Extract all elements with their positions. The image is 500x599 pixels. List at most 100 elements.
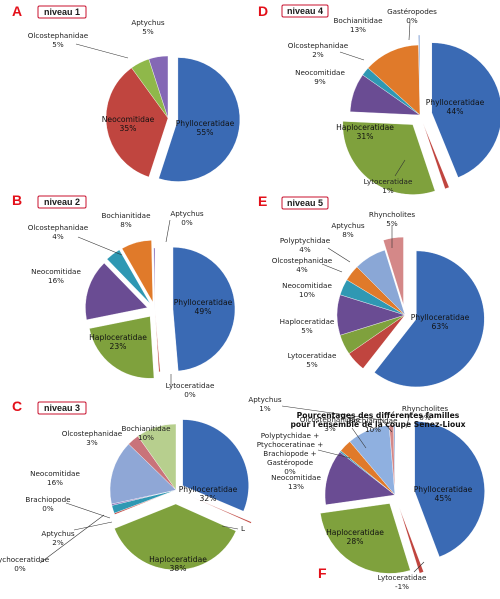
panel-b-slice-haploceratidae (89, 316, 155, 379)
panel-e-leader-olcostephanidae (321, 263, 343, 273)
panel-b-leader-aptychus (165, 219, 171, 243)
panel-b-slice-lytoceratidae (154, 309, 161, 373)
panel-b-letter: B (12, 192, 22, 208)
panel-c-leader-lytoceratidae (221, 525, 239, 530)
panel-c-label-neocomitidae: Neocomitidae (30, 469, 80, 478)
panel-f-label-polyptychidae-ptychoceratinae-brachiopode-gasteropode: Gastéropode (267, 458, 314, 467)
panel-f-slice-rhyncholites (393, 424, 396, 496)
panel-d-slice-lytoceratidae (422, 122, 450, 190)
panel-b-slice-bochianitidae (121, 240, 154, 303)
panel-e-label-haploceratidae: Haploceratidae (280, 317, 335, 326)
panel-f-label-haploceratidae: Haploceratidae (326, 528, 384, 537)
panel-e-level-label: niveau 5 (287, 198, 323, 208)
panel-f-slice-haploceratidae (320, 503, 411, 574)
panel-b-level-box (37, 195, 87, 209)
panel-c-slice-phylloceratidae (182, 419, 249, 512)
panel-b-slice-phylloceratidae (172, 247, 236, 372)
panel-f-title-line: pour l'ensemble de la coupe Senez-Lioux (290, 420, 465, 429)
panel-d-value-gasteropodes: 0% (406, 16, 418, 25)
panel-e-slice-aptychus (356, 249, 406, 316)
panel-d-leader-olcostephanidae (339, 51, 365, 61)
panel-b-value-neocomitidae: 16% (48, 276, 64, 285)
panel-b-label-aptychus: Aptychus (170, 209, 204, 218)
panel-c-leader-brachiopode (65, 502, 111, 519)
panel-a-level-box (37, 5, 87, 19)
panel-d-label-neocomitidae: Neocomitidae (295, 68, 345, 77)
panel-f-slice-neocomitidae (324, 451, 396, 506)
panel-d-label-phylloceratidae: Phylloceratidae (426, 98, 485, 107)
panel-c-leader-ptychoceratidae (39, 514, 105, 564)
panel-b-value-haploceratidae: 23% (110, 342, 127, 351)
panel-f-label-polyptychidae-ptychoceratinae-brachiopode-gasteropode: Polyptychidae + (261, 431, 320, 440)
panel-e-slice-phylloceratidae (374, 250, 485, 388)
panel-c-slice-haploceratidae (114, 503, 237, 571)
panel-b-label-bochianitidae: Bochianitidae (102, 211, 152, 220)
panel-c-value-bochianitidae: 10% (138, 433, 154, 442)
panel-e-value-lytoceratidae: 5% (306, 360, 318, 369)
panel-f-value-neocomitidae: 13% (288, 482, 304, 491)
panel-a-value-phylloceratidae: 55% (197, 128, 214, 137)
panel-b-leader-olcostephanidae (77, 236, 123, 256)
panel-e-value-polyptychidae: 4% (299, 245, 311, 254)
panel-f-slice-phylloceratidae (414, 421, 485, 558)
panel-d-value-olcostephanidae: 2% (312, 50, 324, 59)
panel-c-level-box (37, 401, 87, 415)
panel-f-leader-olcostephanidae (351, 427, 367, 449)
panel-f-slice-lytoceratidae (398, 506, 424, 574)
panel-b-level-label: niveau 2 (44, 197, 80, 207)
panel-f-value-lytoceratidae: -1% (395, 582, 409, 591)
panel-f-value-polyptychidae-ptychoceratinae-brachiopode-gasteropode: 0% (284, 467, 296, 476)
panel-f-label-rhyncholites: Rhyncholites (402, 404, 448, 413)
labels-layer: Phylloceratidae55%Neocomitidae35%Olcoste… (0, 3, 485, 591)
panel-f-leader-rhyncholites (405, 413, 411, 429)
panel-f-leader-aptychus (281, 405, 393, 433)
panel-d-label-haploceratidae: Haploceratidae (336, 123, 394, 132)
panel-c-value-brachiopode: 0% (42, 504, 54, 513)
slices-layer (85, 34, 500, 574)
panel-c-slice-bochianitidae (137, 423, 177, 491)
panel-b-value-phylloceratidae: 49% (195, 307, 212, 316)
panel-f-value-aptychus: 1% (259, 404, 271, 413)
panel-f-leader-lytoceratidae (413, 561, 425, 573)
panel-b-value-bochianitidae: 8% (120, 220, 132, 229)
panel-e-value-rhyncholites: 5% (386, 219, 398, 228)
panel-e-value-olcostephanidae: 4% (296, 265, 308, 274)
panel-d-slice-bochianitidae (367, 44, 421, 116)
panel-c-value-phylloceratidae: 32% (200, 494, 217, 503)
panel-e-value-neocomitidae: 10% (299, 290, 315, 299)
panel-e-leader-polyptychidae (327, 247, 351, 263)
panel-e-label-phylloceratidae: Phylloceratidae (411, 313, 470, 322)
panel-f-value-haploceratidae: 28% (347, 537, 364, 546)
panel-b-value-lytoceratidae: 0% (184, 390, 196, 399)
panel-c-label-lytoceratidae: L (241, 524, 245, 533)
panel-a-label-aptychus: Aptychus (131, 18, 165, 27)
panel-e-value-phylloceratidae: 63% (432, 322, 449, 331)
panel-e-label-neocomitidae: Neocomitidae (282, 281, 332, 290)
panel-a-label-olcostephanidae: Olcostephanidae (28, 31, 89, 40)
panel-a-label-phylloceratidae: Phylloceratidae (176, 119, 235, 128)
panel-f-value-olcostephanidae: 3% (324, 424, 336, 433)
panel-d-value-phylloceratidae: 44% (447, 107, 464, 116)
panel-f-label-bochianitidae: Bochianitidae (349, 416, 399, 425)
panel-f-value-bochianitidae: 10% (365, 425, 381, 434)
panel-b-slice-aptychus (153, 247, 156, 311)
panel-f-title-line: Pourcentages des différentes familles (297, 411, 460, 420)
panel-a-value-olcostephanidae: 5% (52, 40, 64, 49)
panel-d-value-haploceratidae: 31% (357, 132, 374, 141)
panel-a-leader-olcostephanidae (75, 43, 129, 59)
panel-c-label-olcostephanidae: Olcostephanidae (62, 429, 123, 438)
panel-e-label-rhyncholites: Rhyncholites (369, 210, 415, 219)
panel-b-value-aptychus: 0% (181, 218, 193, 227)
panel-f-label-aptychus: Aptychus (248, 395, 282, 404)
panel-f-label-polyptychidae-ptychoceratinae-brachiopode-gasteropode: Brachiopode + (263, 449, 316, 458)
panel-d-level-box (281, 4, 329, 18)
panel-c-label-phylloceratidae: Phylloceratidae (179, 485, 238, 494)
panel-c-label-bochianitidae: Bochianitidae (122, 424, 172, 433)
panel-b-label-lytoceratidae: Lytoceratidae (166, 381, 215, 390)
panel-c-level-label: niveau 3 (44, 403, 80, 413)
panel-d-level-label: niveau 4 (287, 6, 323, 16)
panel-b-label-neocomitidae: Neocomitidae (31, 267, 81, 276)
panel-d-value-neocomitidae: 9% (314, 77, 326, 86)
panel-f-letter: F (318, 565, 327, 581)
